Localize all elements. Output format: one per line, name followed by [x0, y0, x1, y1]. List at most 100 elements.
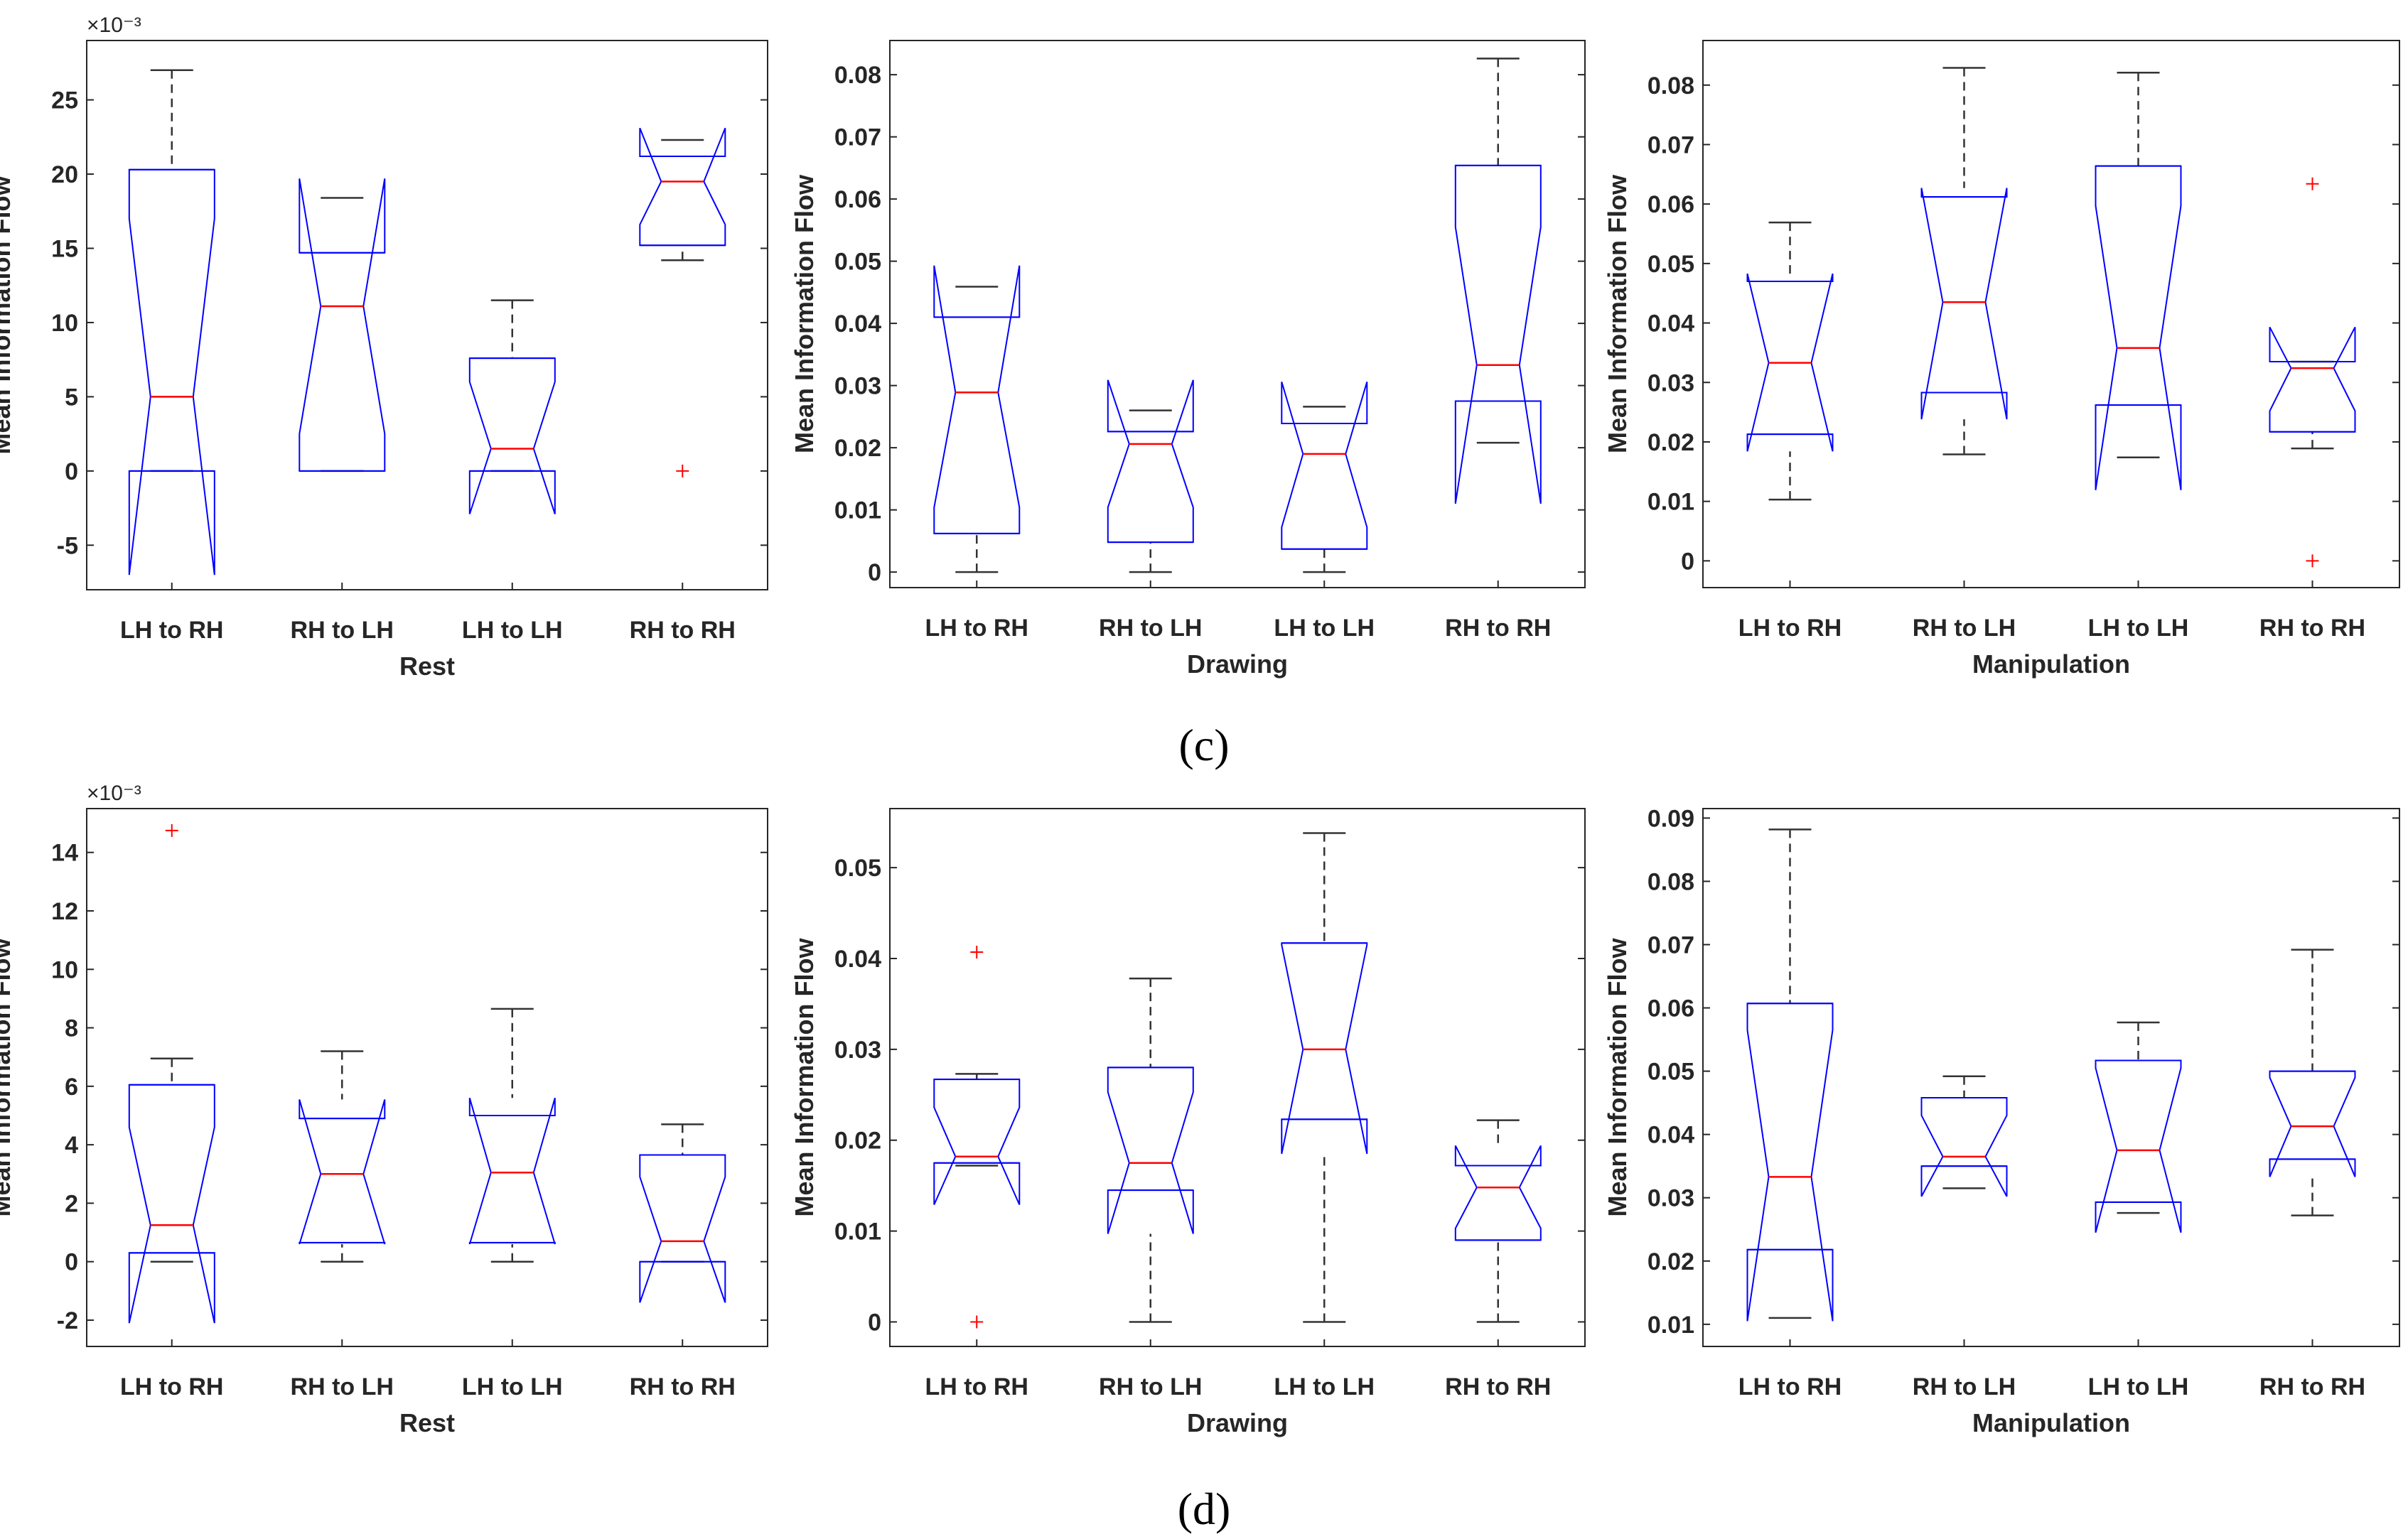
- y-tick-label: 0.09: [1648, 805, 1694, 832]
- chart-1: -5 0 5 10 15 20 25 ×10⁻³ Mean Information Flow Re…: [0, 14, 768, 681]
- y-tick-label: 0.03: [834, 373, 881, 400]
- box-3: LH to LH: [2088, 1021, 2189, 1400]
- notched-box: [639, 1154, 726, 1303]
- box-1: LH to RH: [120, 824, 223, 1400]
- y-tick-label: 0.01: [834, 1219, 881, 1246]
- box-3: LH to LH: [1274, 832, 1375, 1400]
- y-tick-label: 0.01: [1648, 489, 1694, 516]
- y-tick-label: 0.02: [1648, 1248, 1694, 1275]
- y-tick-label: 10: [51, 956, 78, 983]
- plot-frame: [889, 808, 1586, 1347]
- notched-box: [128, 168, 215, 576]
- x-tick-label: LH to RH: [925, 615, 1028, 642]
- plot-frame: [86, 808, 768, 1347]
- plot-frame: [889, 40, 1586, 588]
- notched-box: [1454, 164, 1542, 504]
- y-tick-label: 5: [65, 384, 78, 411]
- x-tick-label: RH to RH: [2259, 1373, 2365, 1400]
- notched-box: [468, 1098, 556, 1245]
- y-tick-label: 0: [1681, 548, 1694, 575]
- y-tick-label: 0.04: [1648, 310, 1694, 338]
- notched-box: [1281, 942, 1368, 1155]
- y-tick-label: 0: [65, 458, 78, 485]
- box-2: RH to LH: [1913, 1075, 2016, 1400]
- y-tick-label: 0.06: [834, 186, 881, 213]
- y-tick-label: 0.04: [834, 310, 881, 338]
- chart-4: -2 0 2 4 6 8 10 12 14 ×10⁻³ Mean Information Flow R…: [0, 782, 768, 1437]
- x-tick-label: LH to LH: [462, 617, 563, 644]
- x-axis-title: Rest: [399, 652, 455, 681]
- box-2: RH to LH: [1099, 379, 1202, 642]
- chart-2: 0 0.01 0.02 0.03 0.04 0.05 0.06 0.07 0.08 Mean In…: [790, 40, 1586, 679]
- notched-box: [2269, 1070, 2356, 1177]
- box-4: RH to RH: [2259, 177, 2365, 642]
- plot-frame: [1702, 808, 2400, 1347]
- notched-box: [1920, 1097, 2008, 1197]
- y-tick-label: 8: [65, 1015, 78, 1042]
- notched-box: [1746, 1003, 1834, 1322]
- box-4: RH to RH: [2259, 949, 2365, 1400]
- box-4: RH to RH: [1445, 58, 1551, 642]
- notched-box: [1920, 188, 2008, 420]
- y-tick-label: -5: [57, 532, 78, 559]
- box-3: LH to LH: [1274, 382, 1375, 642]
- notched-box: [1454, 1145, 1542, 1241]
- notched-box: [639, 127, 726, 247]
- notched-box: [299, 178, 386, 472]
- y-tick-label: 0.07: [1648, 131, 1694, 158]
- y-tick-label: 0.04: [1648, 1122, 1694, 1149]
- y-tick-label: 0.01: [834, 497, 881, 524]
- y-tick-label: 0.02: [834, 435, 881, 462]
- y-tick-label: 0.03: [834, 1037, 881, 1064]
- y-tick-label: 12: [51, 898, 78, 925]
- box-4: RH to RH: [630, 127, 736, 644]
- notched-box: [2095, 1059, 2182, 1233]
- y-tick-label: 10: [51, 310, 78, 337]
- y-tick-label: 2: [65, 1190, 78, 1217]
- y-tick-label: 6: [65, 1074, 78, 1101]
- y-tick-label: 0.03: [1648, 1185, 1694, 1212]
- box-2: RH to LH: [1913, 67, 2016, 642]
- box-1: LH to RH: [925, 946, 1028, 1400]
- x-axis-title: Drawing: [1187, 1408, 1288, 1437]
- x-tick-label: LH to LH: [462, 1373, 563, 1400]
- box-4: RH to RH: [1445, 1119, 1551, 1400]
- y-tick-label: 0.05: [834, 249, 881, 276]
- y-axis-title: Mean Information Flow: [0, 938, 16, 1217]
- y-tick-label: 0.07: [834, 124, 881, 151]
- y-tick-label: 0.08: [1648, 72, 1694, 99]
- x-tick-label: LH to RH: [1738, 615, 1842, 642]
- y-tick-label: 0: [65, 1249, 78, 1276]
- box-4: RH to RH: [630, 1123, 736, 1400]
- y-tick-label: 0.01: [1648, 1312, 1694, 1339]
- x-tick-label: LH to LH: [1274, 615, 1375, 642]
- y-tick-label: 14: [51, 840, 78, 867]
- y-tick-label: 15: [51, 235, 78, 262]
- y-tick-label: -2: [57, 1307, 78, 1334]
- x-tick-label: RH to RH: [630, 617, 736, 644]
- y-tick-label: 0.05: [1648, 251, 1694, 278]
- y-tick-label: 0.05: [1648, 1059, 1694, 1086]
- y-axis-title: Mean Information Flow: [790, 938, 819, 1217]
- box-2: RH to LH: [291, 1050, 394, 1400]
- x-tick-label: LH to LH: [2088, 1373, 2189, 1400]
- x-tick-label: LH to RH: [120, 1373, 223, 1400]
- y-axis-title: Mean Information Flow: [0, 176, 16, 455]
- box-3: LH to LH: [462, 299, 563, 644]
- chart-3: 0 0.01 0.02 0.03 0.04 0.05 0.06 0.07 0.08 Mean In…: [1603, 40, 2400, 679]
- x-tick-label: RH to LH: [291, 1373, 394, 1400]
- y-tick-label: 0.03: [1648, 369, 1694, 396]
- y-tick-label: 0: [868, 559, 881, 586]
- notched-box: [1107, 1066, 1194, 1234]
- y-tick-label: 4: [65, 1132, 78, 1159]
- notched-box: [2269, 326, 2356, 433]
- notched-box: [1107, 379, 1194, 544]
- x-tick-label: RH to LH: [1913, 1373, 2016, 1400]
- box-2: RH to LH: [1099, 977, 1202, 1400]
- chart-5: 0 0.01 0.02 0.03 0.04 0.05 Mean Information Fl…: [790, 808, 1586, 1437]
- y-tick-label: 0.06: [1648, 995, 1694, 1022]
- panel-caption-d: (d): [1178, 1484, 1231, 1534]
- axis-exponent: ×10⁻³: [87, 14, 141, 37]
- box-2: RH to LH: [291, 178, 394, 644]
- x-tick-label: LH to LH: [1274, 1373, 1375, 1400]
